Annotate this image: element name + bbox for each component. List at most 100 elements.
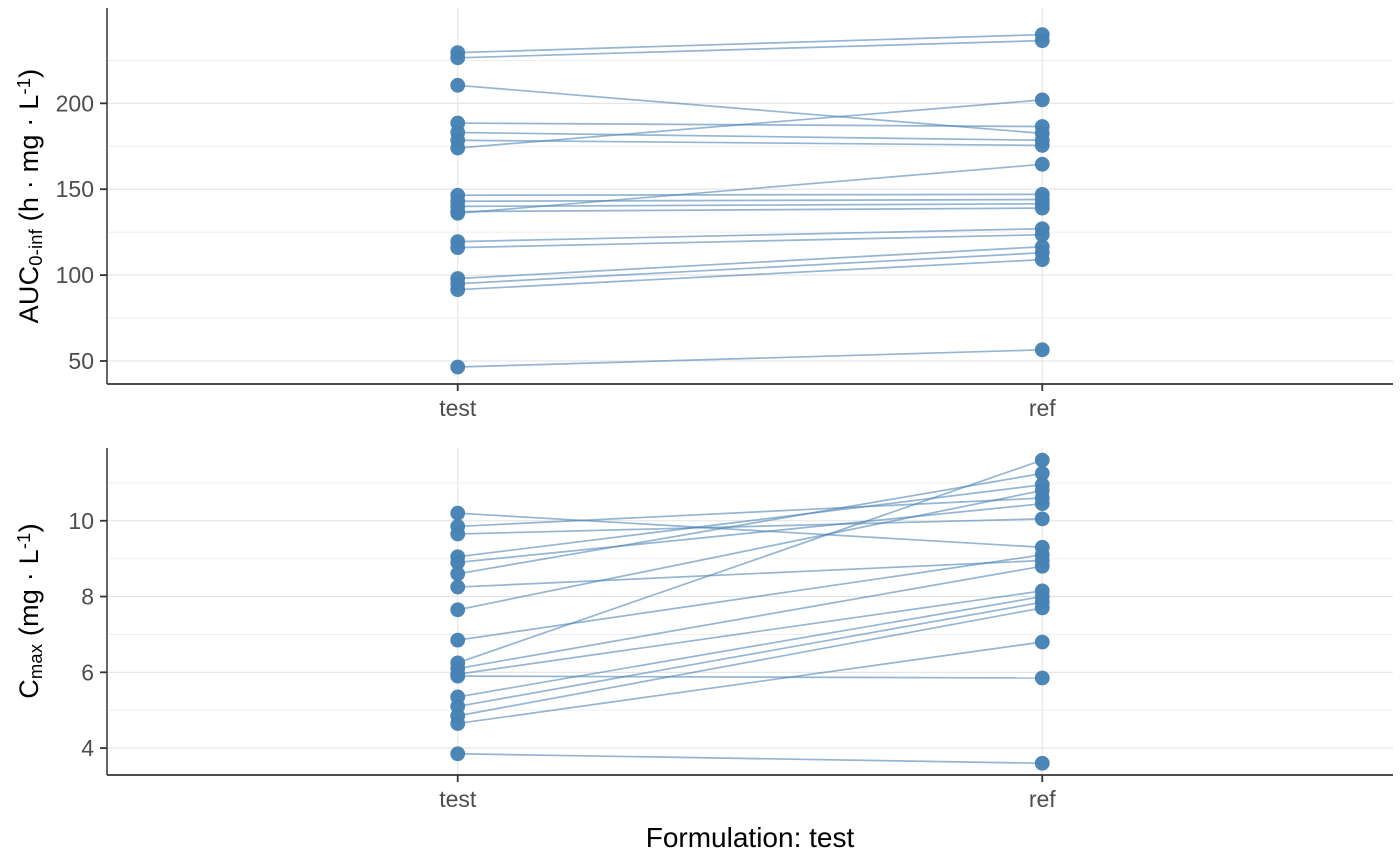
data-point [450, 526, 466, 542]
connector-line [457, 675, 1043, 679]
data-point [1034, 200, 1050, 216]
data-point [1034, 634, 1050, 650]
auc-label-superscript: -1 [12, 77, 34, 95]
connector-line [457, 752, 1043, 765]
data-point [450, 566, 466, 582]
cmax-label-base: C [14, 679, 45, 699]
auc-label-units: (h · mg · L [14, 94, 45, 230]
data-point [450, 77, 466, 93]
connector-line [457, 518, 1043, 535]
y-axis-title-auc: AUC0-inf (h · mg · L-1) [13, 69, 47, 324]
data-point [450, 240, 466, 256]
data-point [1034, 600, 1050, 616]
connector-line [457, 245, 1043, 280]
connector-line [457, 601, 1043, 708]
connector-line [457, 33, 1043, 54]
data-point [1034, 119, 1050, 134]
y-tick-label: 150 [56, 176, 94, 202]
data-point [1034, 670, 1050, 686]
data-point [450, 505, 466, 521]
connector-line [457, 258, 1043, 291]
connector-line [457, 202, 1043, 208]
gridlines [107, 448, 1393, 775]
data-point [1034, 452, 1050, 468]
data-point [450, 602, 466, 618]
gridlines [107, 8, 1393, 384]
connector-line [457, 565, 1043, 670]
data-point [1034, 342, 1050, 358]
connector-line [457, 590, 1043, 676]
data-point [1034, 252, 1050, 268]
connector-line [457, 207, 1043, 213]
data-points [450, 27, 1050, 375]
connector-line [457, 497, 1043, 528]
data-point [450, 282, 466, 298]
cmax-label-subscript: max [25, 643, 47, 680]
connector-line [457, 607, 1043, 717]
data-point [1034, 755, 1050, 771]
connector-line [457, 193, 1043, 197]
data-point [1034, 511, 1050, 527]
connector-line [457, 39, 1043, 59]
connector-line [457, 554, 1043, 641]
connector-line [457, 641, 1043, 725]
data-point [450, 50, 466, 66]
connector-line [457, 122, 1043, 128]
connector-line [457, 348, 1043, 368]
connector-line [457, 233, 1043, 249]
data-point [450, 359, 466, 375]
axes: 50 100 150 200 test ref [56, 8, 1393, 421]
data-point [1034, 547, 1050, 563]
y-axis-title-cmax: Cmax (mg · L-1) [13, 523, 47, 699]
y-tick-label: 10 [68, 508, 94, 534]
data-point [1034, 92, 1050, 108]
data-point [450, 579, 466, 595]
connector-line [457, 512, 1043, 549]
y-tick-label: 200 [56, 90, 94, 116]
connector-line [457, 489, 1043, 611]
connector-line [457, 99, 1043, 149]
data-point [450, 205, 466, 221]
data-point [1034, 483, 1050, 498]
auc-label-subscript: 0-inf [25, 229, 47, 266]
y-tick-label: 50 [68, 348, 94, 374]
connector-line [457, 483, 1043, 558]
data-points [450, 452, 1050, 771]
connector-line [457, 251, 1043, 285]
auc-label-base: AUC [14, 265, 45, 324]
connector-line [457, 131, 1043, 142]
connector-line [457, 163, 1043, 215]
x-tick-label: test [439, 395, 477, 421]
connector-line [457, 139, 1043, 147]
data-point [1034, 465, 1050, 481]
data-point [450, 632, 466, 648]
axes: 4 6 8 10 test ref [68, 448, 1393, 812]
x-tick-label: test [439, 786, 477, 812]
connector-line [457, 198, 1043, 203]
data-point [1034, 138, 1050, 153]
data-point [1034, 558, 1050, 574]
x-tick-label: ref [1029, 786, 1056, 812]
auc-panel: 50 100 150 200 test ref [56, 8, 1393, 421]
connector-line [457, 502, 1043, 564]
data-point [450, 668, 466, 684]
y-tick-label: 8 [81, 584, 94, 610]
cmax-label-superscript: -1 [12, 532, 34, 550]
data-point [450, 716, 466, 731]
connector-line [457, 595, 1043, 698]
connector-line [457, 559, 1043, 588]
data-point [450, 140, 466, 156]
x-tick-label: ref [1029, 395, 1056, 421]
connector-line [457, 227, 1043, 243]
data-point [1034, 33, 1050, 49]
y-tick-label: 6 [81, 659, 94, 685]
cmax-label-units: (mg · L [14, 549, 45, 644]
cmax-panel: 4 6 8 10 test ref [68, 448, 1393, 812]
connector-line [457, 459, 1043, 664]
y-tick-label: 100 [56, 262, 94, 288]
subject-lines [457, 459, 1043, 765]
connector-line [457, 472, 1043, 575]
data-point [450, 746, 466, 762]
